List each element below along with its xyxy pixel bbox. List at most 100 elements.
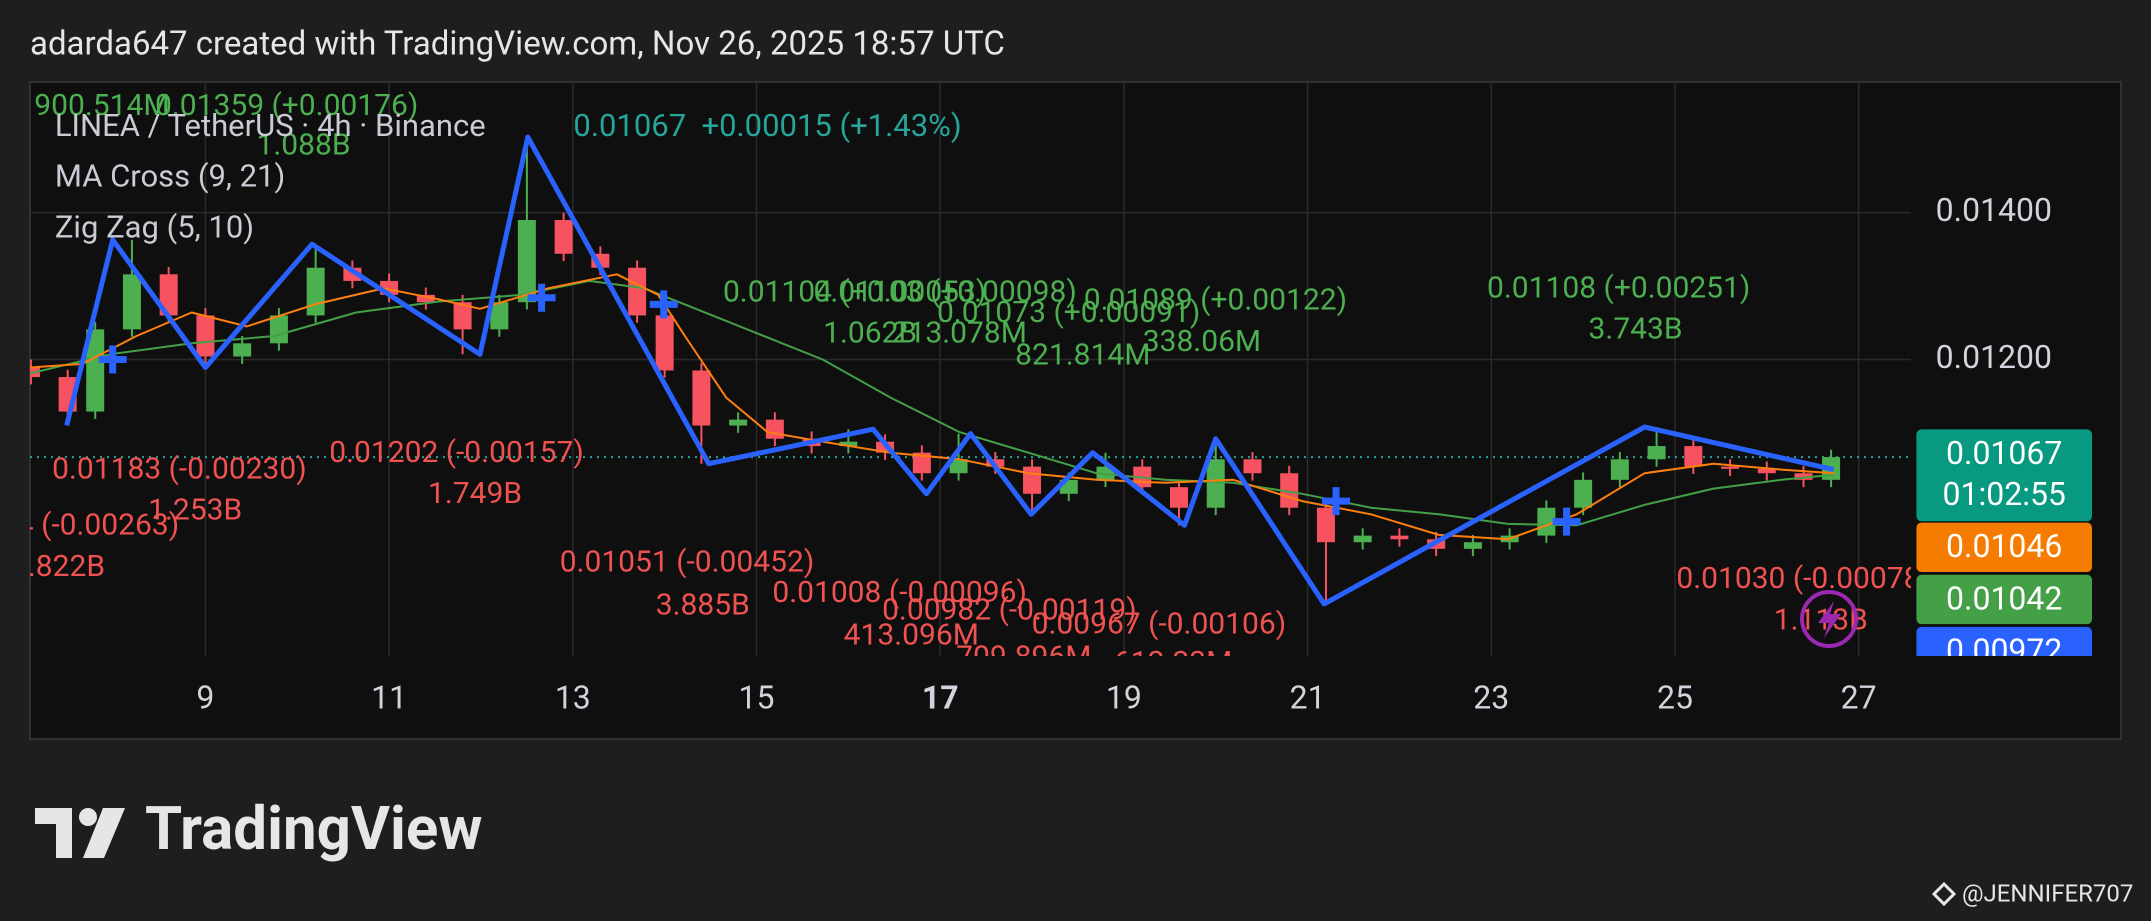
candle-body bbox=[416, 294, 435, 303]
annotation: 0.01108 (+0.00251) bbox=[1487, 270, 1750, 305]
annotation: 0.01073 (+0.00091) bbox=[937, 295, 1200, 330]
price-tag-label: 0.01042 bbox=[1946, 579, 2062, 617]
candle-body bbox=[1390, 535, 1409, 540]
candle-body bbox=[453, 302, 472, 330]
annotation: 0.01359 (+0.00176) bbox=[155, 88, 418, 123]
header: adarda647 created with TradingView.com, … bbox=[30, 25, 1005, 64]
price-tag bbox=[1916, 522, 2093, 573]
x-tick-label: 19 bbox=[1106, 678, 1142, 716]
legend: LINEA / TetherUS · 4h · Binance MA Cross … bbox=[55, 107, 962, 246]
x-tick-label: 9 bbox=[196, 678, 214, 716]
annotation: 0.00982 (-0.00119) bbox=[882, 593, 1137, 628]
x-tick-label: 15 bbox=[739, 678, 775, 716]
annotation: 0.01103 (+0.00098) bbox=[813, 274, 1076, 309]
price-tag bbox=[1916, 429, 2093, 522]
candle-body bbox=[1757, 468, 1776, 474]
x-tick-label: 27 bbox=[1841, 678, 1877, 716]
annotation: 3.885B bbox=[656, 587, 750, 622]
candle-body bbox=[1794, 473, 1813, 480]
annotation: 1.253B bbox=[148, 493, 242, 528]
candle-body bbox=[269, 315, 288, 344]
candle-body bbox=[1169, 487, 1188, 508]
annotation: 0.01008 (-0.00096) bbox=[772, 575, 1027, 610]
chart-panel bbox=[29, 81, 2122, 740]
candle-body bbox=[1537, 507, 1556, 536]
annotation: 1.822B bbox=[11, 549, 105, 584]
candle-body bbox=[839, 441, 858, 447]
candle-body bbox=[517, 219, 536, 303]
candle-body bbox=[159, 274, 178, 316]
lightning-icon[interactable] bbox=[1800, 590, 1858, 648]
candle-body bbox=[912, 452, 931, 474]
price-tag-label: 0.01046 bbox=[1946, 527, 2062, 565]
annotation: 0.01051 (-0.00452) bbox=[560, 545, 815, 580]
legend-entry: LINEA / TetherUS · 4h · Binance bbox=[55, 107, 486, 144]
annotation: 1.088B bbox=[257, 128, 351, 163]
cross-marker bbox=[1322, 487, 1351, 516]
annotation: 709.896M bbox=[956, 639, 1091, 674]
legend-entry: Zig Zag (5, 10) bbox=[55, 208, 254, 245]
candle-body bbox=[554, 219, 573, 254]
watermark: TradingView bbox=[145, 793, 482, 864]
annotation: 0.00967 (-0.00106) bbox=[1032, 606, 1287, 641]
candle-body bbox=[86, 329, 105, 412]
candle-body bbox=[490, 302, 509, 330]
annotation: 338.06M bbox=[1143, 324, 1261, 359]
candle-body bbox=[1353, 535, 1372, 543]
candle-body bbox=[655, 315, 674, 371]
candle-body bbox=[306, 267, 325, 316]
candle-body bbox=[1316, 507, 1335, 543]
candle-body bbox=[233, 343, 252, 357]
x-tick-label: 11 bbox=[371, 678, 407, 716]
candle-body bbox=[949, 459, 968, 474]
y-tick-label: 0.01200 bbox=[1936, 338, 2052, 376]
candle-body bbox=[729, 419, 748, 426]
legend-price: 0.01067 +0.00015 (+1.43%) bbox=[573, 107, 961, 144]
price-tag-timer: 01:02:55 bbox=[1943, 475, 2066, 513]
grid bbox=[30, 82, 1911, 656]
credit-icon bbox=[1931, 881, 1957, 907]
annotation: 1.062B bbox=[823, 316, 917, 351]
y-tick-label: 0.01400 bbox=[1936, 191, 2052, 229]
candle-body bbox=[1574, 479, 1593, 508]
axes: 0.01200 0.01400 9 11 13 15 17 19 21 23 25 27 bbox=[196, 191, 2052, 716]
price-tag-label: 0.01067 bbox=[1946, 434, 2062, 472]
candle-body bbox=[765, 419, 784, 439]
annotation: 3.743B bbox=[1589, 312, 1683, 347]
price-tag bbox=[1916, 574, 2093, 625]
x-tick-label: 17 bbox=[922, 678, 959, 716]
annotation: 900.514M bbox=[34, 88, 169, 123]
x-tick-label: 13 bbox=[555, 678, 591, 716]
x-tick-label: 21 bbox=[1290, 678, 1326, 716]
candle-body bbox=[1684, 446, 1703, 467]
overlay-line bbox=[64, 134, 1835, 607]
candle-body bbox=[692, 370, 711, 426]
candle-body bbox=[1647, 446, 1666, 460]
x-tick-label: 25 bbox=[1657, 678, 1693, 716]
x-tick-label: 23 bbox=[1473, 678, 1509, 716]
price-tag-label: 0.00972 bbox=[1946, 631, 2062, 669]
annotation: 1.749B bbox=[428, 476, 522, 511]
annotation: 0.01104 (+0.00053) bbox=[723, 274, 986, 309]
annotation: 0.01104 (-0.00263) bbox=[0, 508, 179, 543]
annotation: 0.01202 (-0.00157) bbox=[329, 435, 584, 470]
annotation: 612.23M bbox=[1114, 645, 1232, 680]
candle-body bbox=[1243, 459, 1262, 474]
annotation: 0.01183 (-0.00230) bbox=[52, 451, 307, 486]
legend-entry: MA Cross (9, 21) bbox=[55, 158, 285, 195]
candle-body bbox=[628, 267, 647, 316]
credit: @JENNIFER707 bbox=[1962, 879, 2133, 907]
cross-marker bbox=[649, 290, 678, 319]
candle-body bbox=[196, 315, 215, 357]
candle-body bbox=[1610, 459, 1629, 480]
cross-marker bbox=[1552, 507, 1581, 536]
price-tag bbox=[1916, 626, 2093, 656]
cross-marker bbox=[527, 283, 556, 312]
cross-marker bbox=[98, 345, 127, 374]
annotation: 0.01089 (+0.00122) bbox=[1084, 283, 1347, 318]
candle-body bbox=[1463, 542, 1482, 549]
candle-body bbox=[122, 274, 141, 330]
